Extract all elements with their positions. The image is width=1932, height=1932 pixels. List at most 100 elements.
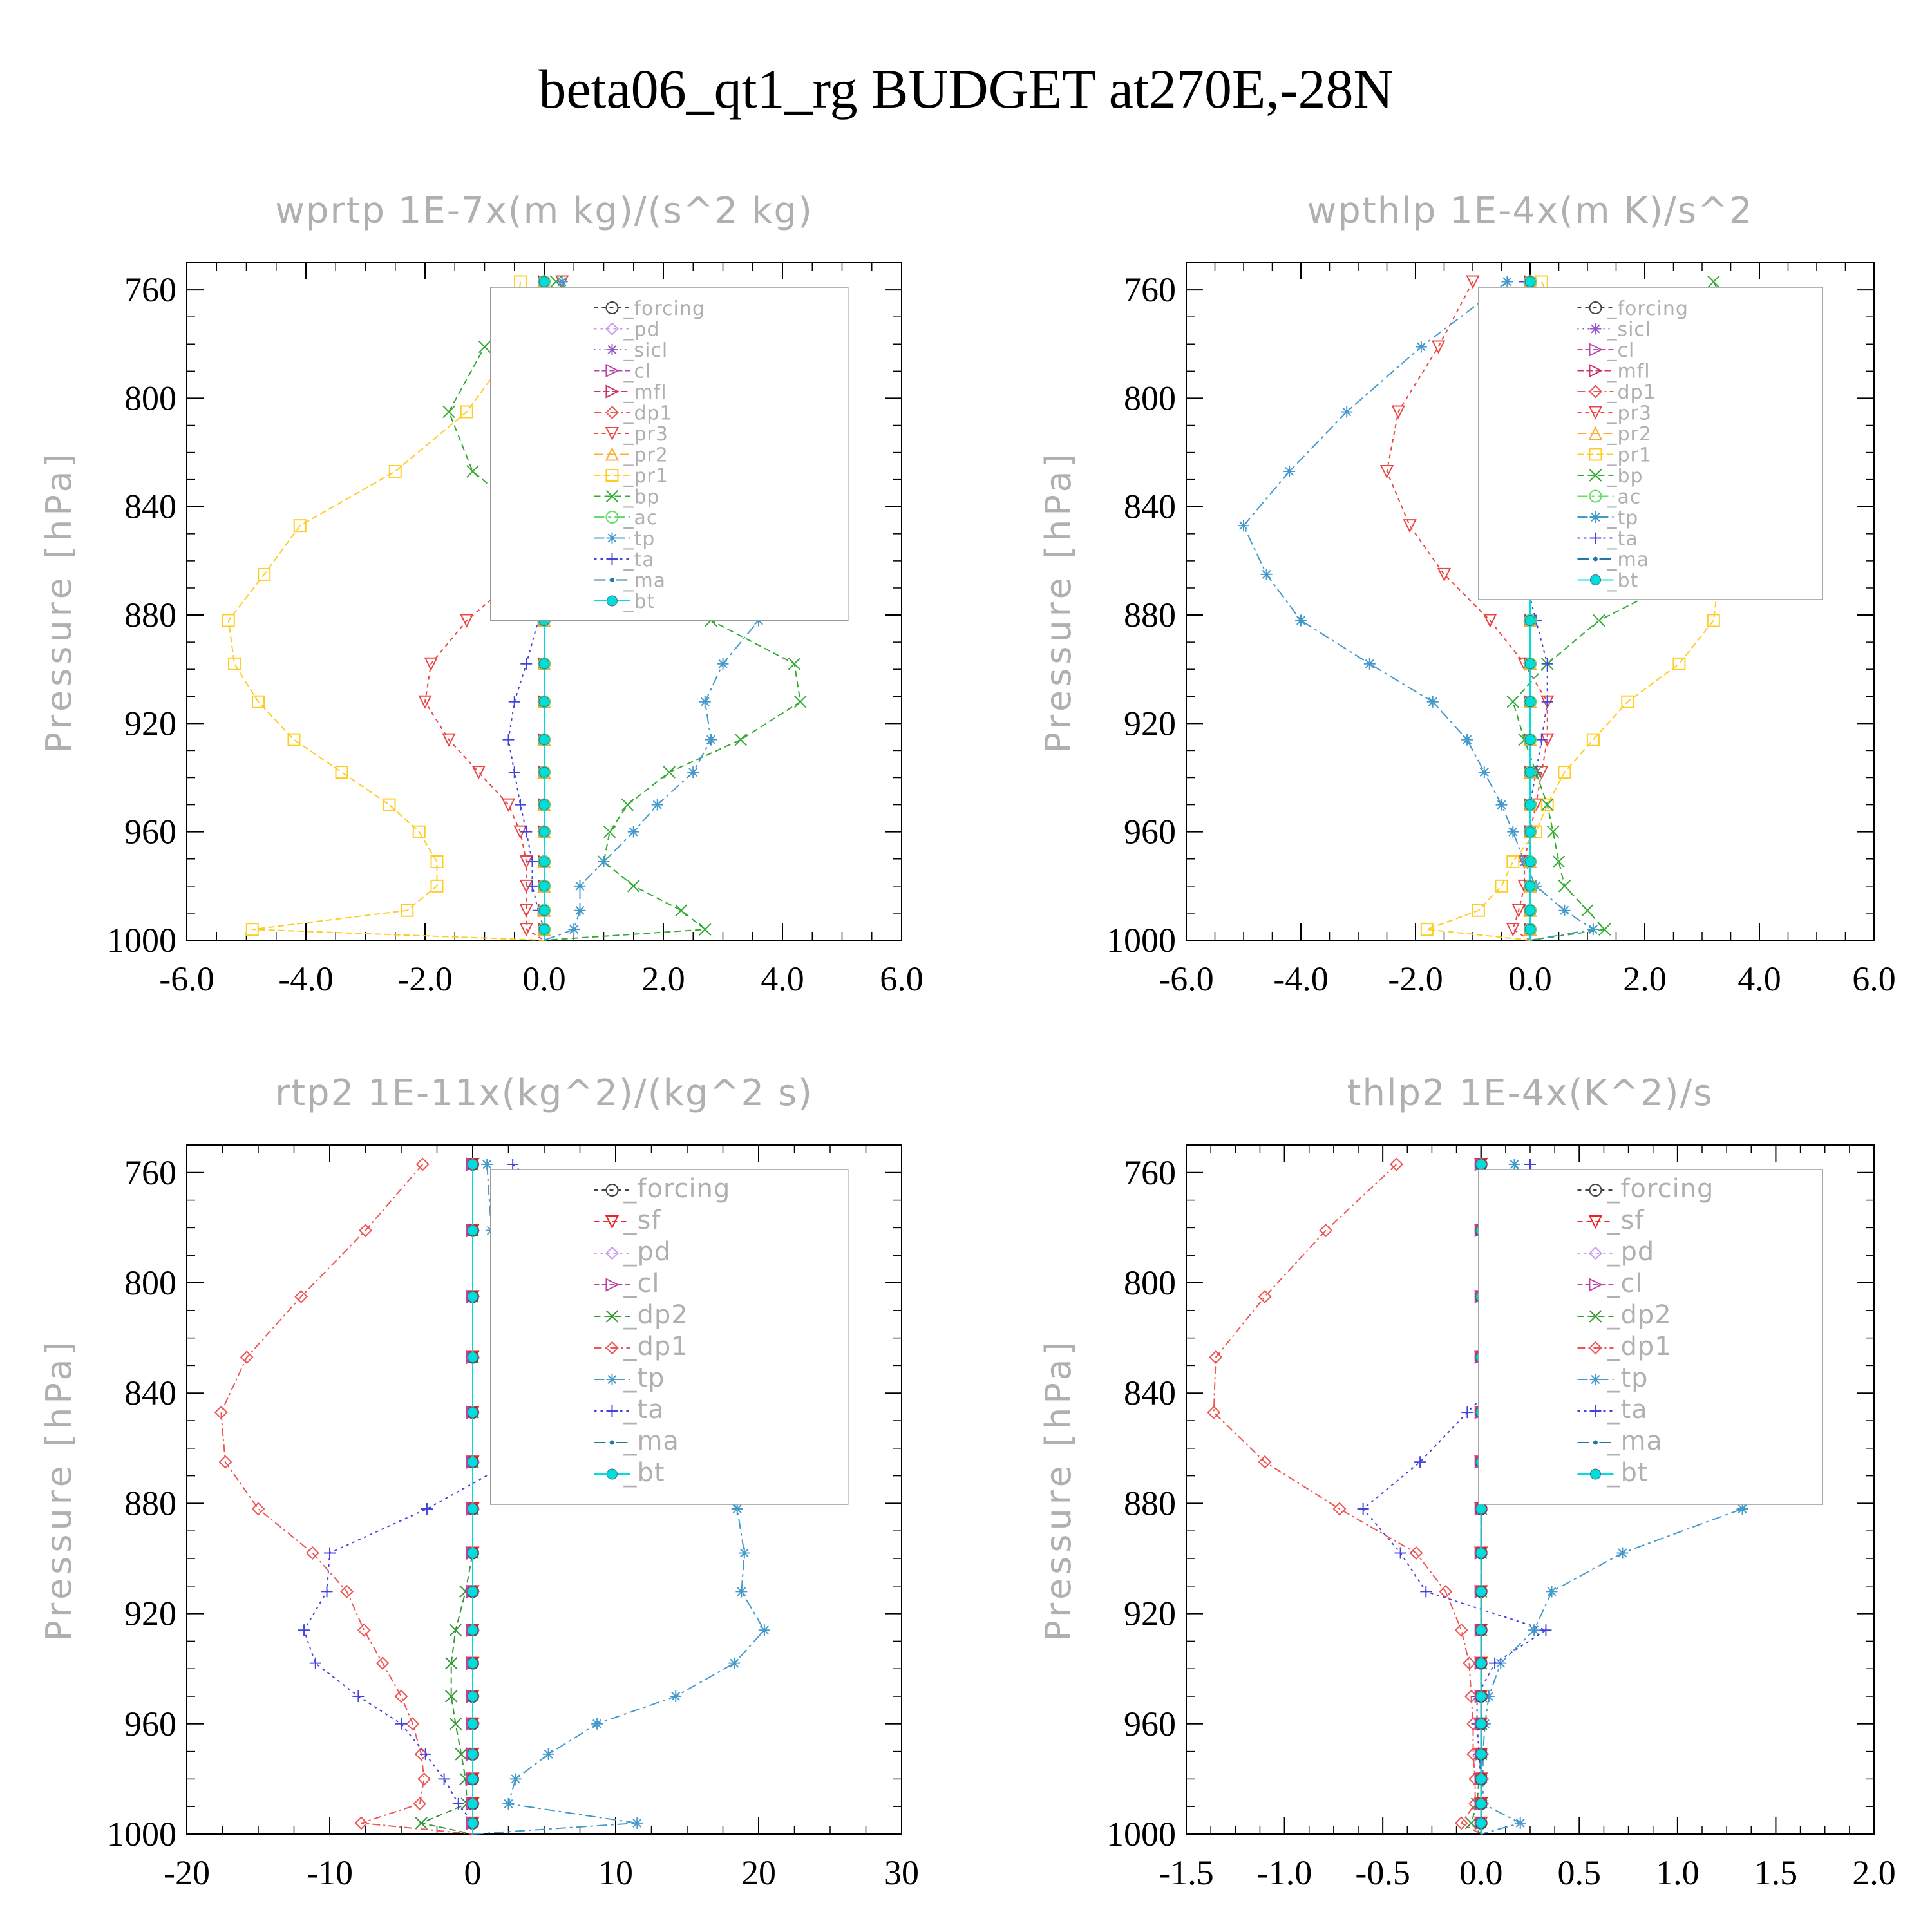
series-dp1 xyxy=(214,1157,473,1835)
data-point-ta xyxy=(419,1748,431,1760)
legend-entry: _forcing xyxy=(623,298,705,320)
legend-entry: _forcing xyxy=(1606,1174,1714,1204)
data-point-ta xyxy=(352,1690,365,1702)
chart-title: rtp2 1E-11x(kg^2)/(kg^2 s) xyxy=(275,1072,813,1114)
data-point-tp xyxy=(568,923,580,936)
x-tick-label: 10 xyxy=(598,1853,633,1892)
data-point-bp xyxy=(794,695,807,708)
data-point-tp xyxy=(502,1797,515,1810)
legend-entry: _pd xyxy=(623,1237,671,1267)
legend-marker xyxy=(1589,1405,1602,1417)
data-point-tp xyxy=(631,1817,643,1829)
data-point-pr1 xyxy=(430,879,444,893)
data-point-pr1 xyxy=(222,614,235,627)
legend-marker xyxy=(605,384,620,399)
data-point-pr3 xyxy=(1391,405,1405,419)
x-tick-label: 2.0 xyxy=(1852,1853,1896,1892)
x-tick-label: 4.0 xyxy=(761,960,804,998)
data-point-dp1 xyxy=(340,1584,354,1598)
data-point-tp xyxy=(699,696,711,708)
data-point-tp xyxy=(1341,406,1353,418)
series-dp2 xyxy=(415,1158,479,1835)
data-point-ta xyxy=(309,1657,321,1669)
data-point-bt xyxy=(467,1586,478,1597)
x-tick-label: -1.5 xyxy=(1159,1853,1213,1892)
data-point-bt xyxy=(1475,1658,1487,1669)
x-tick-label: -2.0 xyxy=(397,960,452,998)
data-point-bp xyxy=(1598,923,1611,936)
data-point-ta xyxy=(507,1158,519,1170)
data-point-ta xyxy=(502,734,515,746)
series-line-bp xyxy=(448,281,801,941)
data-point-dp2 xyxy=(415,1817,428,1830)
legend-entry: _sicl xyxy=(1606,319,1651,341)
data-point-bt xyxy=(1475,1748,1487,1760)
data-point-bp xyxy=(442,405,455,419)
data-point-dp1 xyxy=(413,1797,427,1811)
legend-entry: _bt xyxy=(623,591,655,613)
legend-marker xyxy=(605,427,620,441)
y-tick-label: 840 xyxy=(1124,1374,1176,1412)
x-tick-label: -4.0 xyxy=(1273,960,1328,998)
legend: _forcing_sicl_cl_mfl_dp1_pr3_pr2_pr1_bp_… xyxy=(1478,287,1823,600)
data-point-ta xyxy=(508,696,520,708)
data-point-tp xyxy=(1736,1502,1748,1515)
legend-marker xyxy=(1589,1184,1602,1197)
y-tick-label: 880 xyxy=(1124,1484,1176,1522)
legend-marker xyxy=(1589,448,1602,461)
data-point-pr1 xyxy=(383,798,396,811)
data-point-pr1 xyxy=(412,825,426,838)
data-point-tp xyxy=(1283,466,1296,478)
legend-marker xyxy=(609,578,614,582)
legend-marker xyxy=(1589,1374,1602,1385)
legend-entry: _mfl xyxy=(623,381,667,404)
data-point-bp xyxy=(1707,275,1720,289)
y-tick-label: 960 xyxy=(1124,1705,1176,1743)
data-point-bt xyxy=(1475,1503,1487,1515)
legend-marker xyxy=(1589,323,1602,335)
legend-entry: _dp1 xyxy=(1606,381,1656,404)
data-point-ta xyxy=(508,766,520,779)
y-tick-label: 840 xyxy=(1124,488,1176,526)
data-point-bt xyxy=(467,1658,478,1669)
data-point-bp xyxy=(549,275,563,289)
data-point-bp xyxy=(1552,855,1566,868)
data-point-tp xyxy=(627,826,639,838)
y-tick-label: 800 xyxy=(1124,1264,1176,1302)
y-tick-label: 1000 xyxy=(107,921,176,960)
x-tick-label: 6.0 xyxy=(1852,960,1896,998)
y-tick-label: 840 xyxy=(124,1374,176,1412)
legend-marker xyxy=(606,1405,618,1417)
legend-marker xyxy=(1589,1246,1602,1260)
data-point-dp1 xyxy=(375,1656,390,1671)
legend-entry: _ma xyxy=(1606,1426,1662,1456)
data-point-pr1 xyxy=(293,519,307,533)
legend-entry: _bp xyxy=(1606,465,1643,488)
legend-entry: _cl xyxy=(623,1269,659,1298)
legend-marker xyxy=(1589,489,1602,503)
data-point-tp xyxy=(758,1624,770,1636)
data-point-pr1 xyxy=(1558,766,1571,779)
data-point-dp1 xyxy=(214,1405,228,1419)
data-point-ta xyxy=(395,1718,407,1730)
data-point-bt xyxy=(1524,880,1536,892)
legend-entry: _pr2 xyxy=(623,444,668,467)
data-point-pr1 xyxy=(1495,879,1508,893)
x-tick-label: 1.5 xyxy=(1754,1853,1798,1892)
data-point-ta xyxy=(321,1586,333,1598)
x-tick-label: 6.0 xyxy=(880,960,923,998)
data-point-dp1 xyxy=(1454,1623,1468,1637)
legend-box xyxy=(1478,287,1823,600)
data-point-tp xyxy=(598,855,610,867)
data-point-pr1 xyxy=(1707,614,1720,627)
legend-marker xyxy=(606,595,618,607)
legend-marker xyxy=(606,532,618,544)
data-point-tp xyxy=(1546,1586,1558,1598)
data-point-dp1 xyxy=(1462,1656,1476,1671)
x-tick-label: 30 xyxy=(884,1853,919,1892)
data-point-bt xyxy=(538,826,550,838)
data-point-dp2 xyxy=(444,1690,458,1703)
data-point-ta xyxy=(1535,734,1548,746)
data-point-bt xyxy=(467,1547,478,1558)
